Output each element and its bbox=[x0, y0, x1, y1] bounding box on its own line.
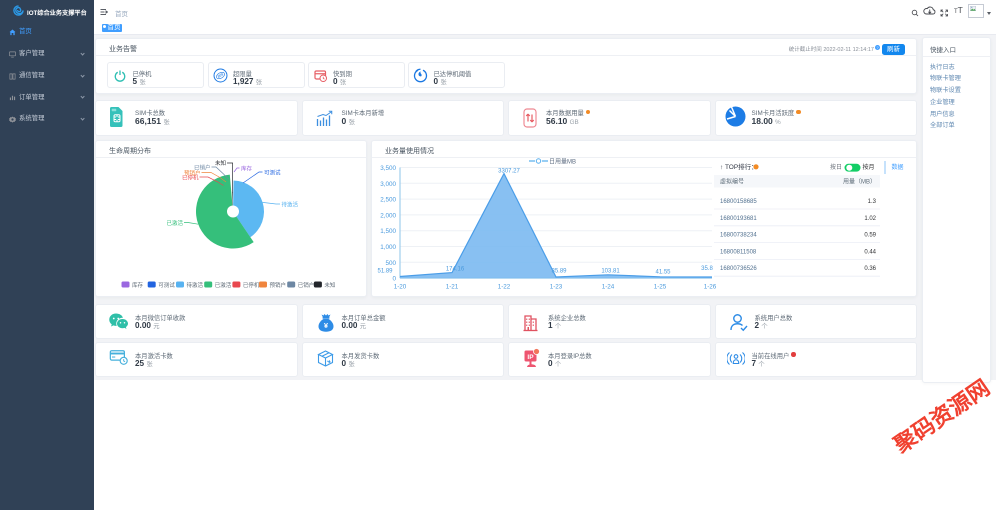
svg-text:103.81: 103.81 bbox=[601, 268, 620, 274]
svg-text:3,500: 3,500 bbox=[380, 165, 396, 172]
svg-text:数据: 数据 bbox=[892, 163, 904, 171]
svg-text:16800811508: 16800811508 bbox=[720, 249, 757, 255]
svg-text:按月: 按月 bbox=[863, 163, 875, 171]
svg-text:可测试: 可测试 bbox=[264, 168, 281, 176]
svg-text:1-25: 1-25 bbox=[654, 283, 667, 290]
svg-text:1-26: 1-26 bbox=[704, 283, 717, 290]
svg-text:3307.27: 3307.27 bbox=[498, 168, 520, 174]
svg-text:1-23: 1-23 bbox=[550, 283, 563, 290]
svg-text:35.89: 35.89 bbox=[551, 268, 567, 274]
svg-text:16800738234: 16800738234 bbox=[720, 232, 757, 238]
svg-text:0.36: 0.36 bbox=[864, 266, 876, 272]
svg-text:41.55: 41.55 bbox=[655, 269, 671, 275]
svg-text:1-24: 1-24 bbox=[602, 283, 615, 290]
svg-text:0.59: 0.59 bbox=[864, 232, 876, 238]
svg-text:51.89: 51.89 bbox=[377, 268, 393, 274]
svg-text:未知: 未知 bbox=[215, 159, 226, 167]
svg-text:1-22: 1-22 bbox=[498, 283, 511, 290]
svg-text:16800158685: 16800158685 bbox=[720, 199, 757, 205]
svg-text:库存: 库存 bbox=[132, 281, 144, 289]
svg-text:待激活: 待激活 bbox=[187, 281, 204, 289]
svg-text:↑ TOP排行：: ↑ TOP排行： bbox=[720, 162, 758, 171]
svg-text:库存: 库存 bbox=[241, 164, 253, 172]
svg-text:已停机: 已停机 bbox=[182, 173, 199, 181]
svg-text:已激活: 已激活 bbox=[215, 281, 232, 289]
svg-text:按日: 按日 bbox=[830, 163, 842, 171]
svg-text:3,000: 3,000 bbox=[380, 180, 396, 187]
svg-text:已销户: 已销户 bbox=[194, 163, 211, 171]
svg-text:1.3: 1.3 bbox=[868, 199, 877, 205]
svg-text:预销户: 预销户 bbox=[184, 168, 201, 176]
svg-text:174.16: 174.16 bbox=[446, 266, 465, 272]
svg-text:未知: 未知 bbox=[324, 281, 335, 289]
svg-text:1-21: 1-21 bbox=[446, 283, 459, 290]
svg-text:16800193681: 16800193681 bbox=[720, 215, 757, 221]
svg-text:用量（MB）: 用量（MB） bbox=[843, 178, 876, 185]
svg-text:可测试: 可测试 bbox=[158, 281, 175, 289]
svg-text:IP: IP bbox=[527, 353, 534, 360]
svg-text:2,500: 2,500 bbox=[380, 196, 396, 203]
svg-text:1,000: 1,000 bbox=[380, 244, 396, 251]
svg-text:已停机: 已停机 bbox=[243, 281, 260, 289]
svg-text:待激活: 待激活 bbox=[282, 200, 299, 208]
svg-text:16800736526: 16800736526 bbox=[720, 266, 757, 272]
svg-text:1-20: 1-20 bbox=[394, 283, 407, 290]
svg-text:2,000: 2,000 bbox=[380, 212, 396, 219]
svg-text:虚拟编号: 虚拟编号 bbox=[720, 177, 744, 185]
svg-text:已销户: 已销户 bbox=[298, 281, 315, 289]
svg-text:超限: 超限 bbox=[216, 71, 224, 78]
svg-text:0: 0 bbox=[392, 275, 396, 282]
svg-text:0.44: 0.44 bbox=[864, 249, 876, 255]
svg-text:35.8: 35.8 bbox=[701, 266, 713, 272]
svg-text:已激活: 已激活 bbox=[166, 218, 183, 226]
svg-text:日用量MB: 日用量MB bbox=[549, 158, 576, 165]
svg-text:预销户: 预销户 bbox=[270, 281, 287, 289]
svg-text:500: 500 bbox=[385, 259, 396, 266]
svg-text:¥: ¥ bbox=[323, 321, 328, 330]
svg-text:1,500: 1,500 bbox=[380, 228, 396, 235]
svg-text:1.02: 1.02 bbox=[864, 215, 876, 221]
